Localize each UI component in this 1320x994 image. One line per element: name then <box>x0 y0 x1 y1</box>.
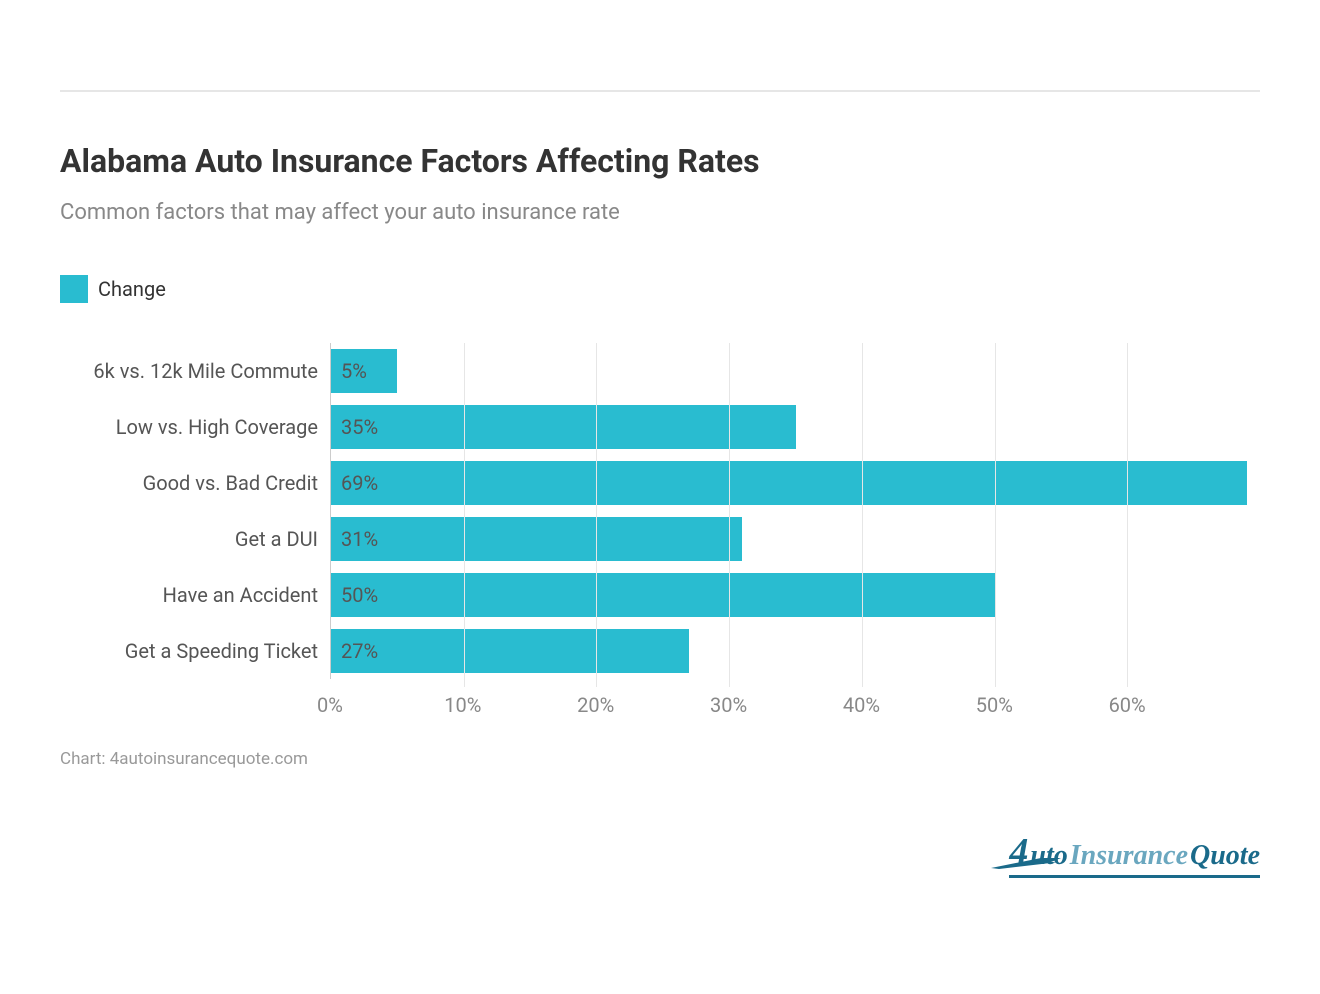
gridline <box>596 343 597 687</box>
y-axis-labels: 6k vs. 12k Mile CommuteLow vs. High Cove… <box>60 343 330 679</box>
bar-row: 50% <box>331 567 1260 623</box>
plot-region: 5% 35% 69% 31% 50% 27% <box>330 343 1260 679</box>
gridline <box>729 343 730 687</box>
legend-label: Change <box>98 277 166 301</box>
x-tick-label: 0% <box>317 693 343 717</box>
y-tick-label: Get a DUI <box>60 511 330 567</box>
x-tick-label: 30% <box>710 693 747 717</box>
bar: 31% <box>331 517 742 561</box>
x-tick-label: 10% <box>444 693 481 717</box>
top-divider <box>60 90 1260 92</box>
logo-part-quote: Quote <box>1190 840 1260 872</box>
bar: 5% <box>331 349 397 393</box>
bar-row: 27% <box>331 623 1260 679</box>
x-tick-label: 50% <box>976 693 1013 717</box>
brand-logo: 4 uto Insurance Quote <box>1009 830 1260 874</box>
y-tick-label: Get a Speeding Ticket <box>60 623 330 679</box>
bar: 50% <box>331 573 995 617</box>
logo-swoosh-icon <box>991 856 1061 870</box>
chart-area: 6k vs. 12k Mile CommuteLow vs. High Cove… <box>60 343 1260 679</box>
gridline <box>995 343 996 687</box>
x-tick-label: 60% <box>1109 693 1146 717</box>
bar: 27% <box>331 629 689 673</box>
bars-group: 5% 35% 69% 31% 50% 27% <box>331 343 1260 679</box>
x-tick-label: 20% <box>577 693 614 717</box>
x-axis: 0%10%20%30%40%50%60% <box>330 679 1260 719</box>
bar-row: 31% <box>331 511 1260 567</box>
gridline <box>862 343 863 687</box>
logo-underline <box>1009 875 1260 878</box>
y-tick-label: Low vs. High Coverage <box>60 399 330 455</box>
legend: Change <box>60 275 1260 303</box>
bar-row: 69% <box>331 455 1260 511</box>
gridline <box>464 343 465 687</box>
logo-part-insurance: Insurance <box>1070 840 1188 872</box>
bar: 69% <box>331 461 1247 505</box>
x-tick-label: 40% <box>843 693 880 717</box>
chart-title: Alabama Auto Insurance Factors Affecting… <box>60 142 1260 180</box>
bar: 35% <box>331 405 796 449</box>
chart-attribution: Chart: 4autoinsurancequote.com <box>60 749 1260 769</box>
y-tick-label: Good vs. Bad Credit <box>60 455 330 511</box>
y-tick-label: Have an Accident <box>60 567 330 623</box>
chart-container: Alabama Auto Insurance Factors Affecting… <box>0 0 1320 809</box>
logo-numeral: 4 <box>1009 830 1028 874</box>
bar-row: 35% <box>331 399 1260 455</box>
legend-swatch <box>60 275 88 303</box>
bar-row: 5% <box>331 343 1260 399</box>
chart-subtitle: Common factors that may affect your auto… <box>60 200 1260 225</box>
gridline <box>1127 343 1128 687</box>
y-tick-label: 6k vs. 12k Mile Commute <box>60 343 330 399</box>
